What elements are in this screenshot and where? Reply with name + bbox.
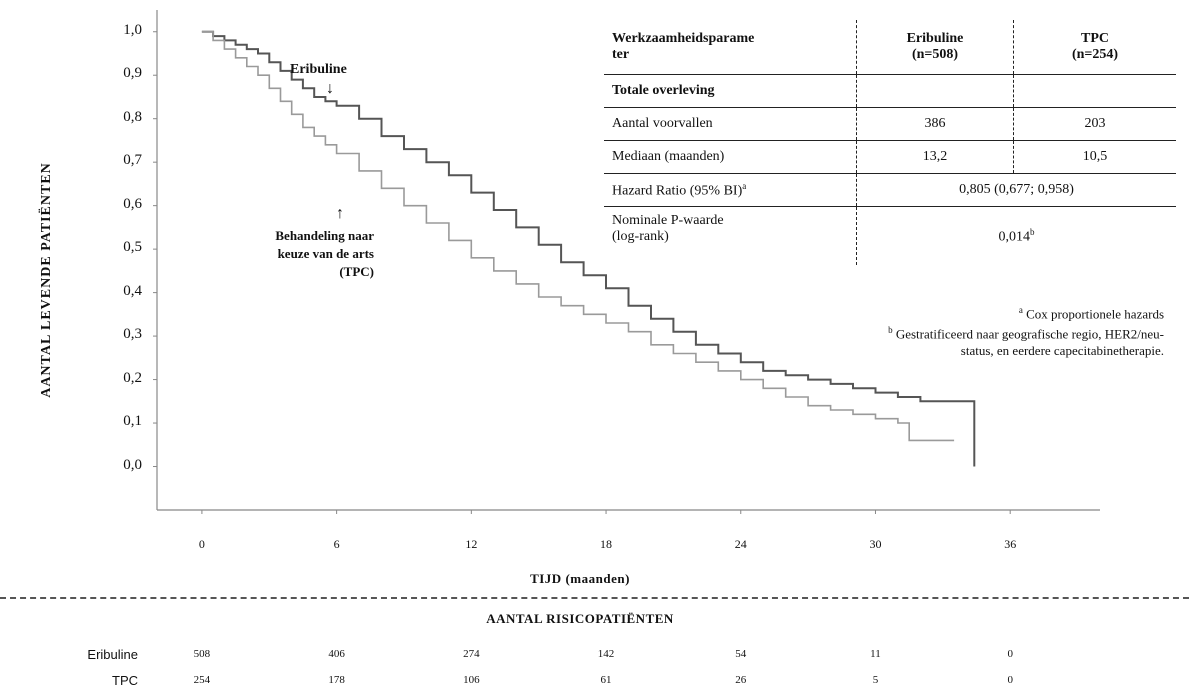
risk-count: 142 <box>597 648 615 660</box>
footnote-a-marker: a <box>1018 305 1023 315</box>
row-label: Aantal voorvallen <box>604 107 857 141</box>
header-eribuline: Eribuline (n=508) <box>856 20 1014 75</box>
x-tick-label: 30 <box>869 537 882 551</box>
risk-row-label: Eribuline <box>87 647 138 662</box>
risk-count: 11 <box>870 648 881 660</box>
tpc-annotation-line1: Behandeling naar <box>275 228 374 243</box>
y-tick-label: 0,2 <box>123 369 142 386</box>
risk-count: 54 <box>735 648 747 660</box>
footnote-b-text: Gestratificeerd naar geografische regio,… <box>892 326 1164 342</box>
survival-plot <box>153 10 1100 514</box>
pvalue-label-line1: Nominale P-waarde <box>612 213 724 228</box>
y-tick-label: 0,7 <box>123 152 142 169</box>
x-axis-label: TIJD (maanden) <box>530 571 630 586</box>
footnote-a-text: Cox proportionele hazards <box>1022 306 1164 322</box>
down-arrow-icon: ↓ <box>326 80 334 97</box>
risk-count: 508 <box>193 648 211 660</box>
tpc-annotation-line2: keuze van de arts <box>277 246 374 261</box>
header-tpc-line1: TPC <box>1081 31 1109 46</box>
up-arrow-icon: ↑ <box>336 205 344 222</box>
table-row: Mediaan (maanden) 13,2 10,5 <box>604 140 1176 174</box>
risk-count: 178 <box>328 674 345 686</box>
risk-count: 254 <box>193 674 211 686</box>
tpc-annotation-line3: (TPC) <box>339 264 374 279</box>
header-eribuline-line1: Eribuline <box>906 31 964 46</box>
footnote-b: b Gestratificeerd naar geografische regi… <box>700 322 1164 342</box>
plot-axes <box>153 10 1100 514</box>
y-tick-label: 0,5 <box>123 239 142 256</box>
y-tick-label: 0,6 <box>123 195 142 212</box>
pvalue-footnote-marker: b <box>1030 226 1035 237</box>
x-tick-label: 18 <box>600 537 613 551</box>
y-tick-label: 0,3 <box>123 326 142 343</box>
pvalue-value: 0,014b <box>856 206 1176 265</box>
risk-count: 61 <box>600 674 612 686</box>
survival-curve-tpc <box>201 30 955 442</box>
row-eribuline-value: 13,2 <box>856 140 1014 174</box>
x-tick-label: 6 <box>333 537 340 551</box>
table-footnotes: a Cox proportionele hazards b Gestratifi… <box>700 302 1164 359</box>
eribuline-annotation-label: Eribuline <box>290 62 347 77</box>
survival-curves <box>201 30 976 467</box>
x-tick-label: 36 <box>1004 537 1017 551</box>
hazard-label: Hazard Ratio (95% BI)a <box>604 173 857 207</box>
hazard-value: 0,805 (0,677; 0,958) <box>856 173 1176 207</box>
x-tick-label: 0 <box>198 537 205 551</box>
y-tick-label: 0,1 <box>123 413 142 430</box>
row-label: Mediaan (maanden) <box>604 140 857 174</box>
table-row-pvalue: Nominale P-waarde (log-rank) 0,014b <box>604 206 1176 265</box>
y-tick-label: 0,4 <box>123 282 142 299</box>
risk-count: 26 <box>735 674 747 686</box>
x-tick-label: 12 <box>465 537 478 551</box>
header-tpc-line2: (n=254) <box>1071 47 1119 62</box>
risk-count: 274 <box>463 648 480 660</box>
y-tick-label: 0,9 <box>123 65 142 82</box>
section-label: Totale overleving <box>604 74 857 108</box>
eribuline-annotation: Eribuline ↓ <box>290 62 347 98</box>
pvalue-label-line2: (log-rank) <box>612 229 669 244</box>
section-empty-1 <box>856 74 1014 108</box>
footnote-b-marker: b <box>888 325 893 336</box>
pvalue-label: Nominale P-waarde (log-rank) <box>604 206 857 265</box>
risk-count: 5 <box>872 674 879 686</box>
section-empty-2 <box>1013 74 1176 108</box>
row-tpc-value: 10,5 <box>1013 140 1176 174</box>
table-section-row: Totale overleving <box>604 74 1176 108</box>
header-parameter: Werkzaamheidsparame ter <box>604 20 857 75</box>
survival-curve-eribuline <box>201 30 976 467</box>
row-eribuline-value: 386 <box>856 107 1014 141</box>
y-axis-label: AANTAL LEVENDE PATIËNTEN <box>39 162 54 398</box>
header-eribuline-line2: (n=508) <box>911 47 959 62</box>
risk-count: 0 <box>1007 674 1013 686</box>
risk-table-title: AANTAL RISICOPATIËNTEN <box>486 611 674 626</box>
risk-count: 106 <box>463 674 480 686</box>
risk-row-label: TPC <box>112 673 138 688</box>
x-tick-label: 24 <box>734 537 747 551</box>
y-tick-label: 0,0 <box>123 456 142 473</box>
row-tpc-value: 203 <box>1013 107 1176 141</box>
hazard-label-text: Hazard Ratio (95% BI) <box>612 183 743 199</box>
y-tick-label: 0,8 <box>123 108 142 125</box>
header-tpc: TPC (n=254) <box>1013 20 1176 75</box>
hazard-footnote-marker: a <box>742 180 747 191</box>
risk-count: 406 <box>328 648 345 660</box>
header-parameter-line1: Werkzaamheidsparame <box>612 31 755 46</box>
section-divider <box>0 597 1189 599</box>
table-header-row: Werkzaamheidsparame ter Eribuline (n=508… <box>604 20 1176 75</box>
pvalue-value-text: 0,014 <box>998 229 1031 245</box>
y-tick-label: 1,0 <box>123 21 142 38</box>
header-parameter-line2: ter <box>612 47 630 62</box>
efficacy-table: Werkzaamheidsparame ter Eribuline (n=508… <box>604 20 1176 265</box>
risk-count: 0 <box>1007 648 1013 660</box>
footnote-a: a Cox proportionele hazards <box>700 302 1164 322</box>
table-row: Aantal voorvallen 386 203 <box>604 107 1176 141</box>
table-row-hazard: Hazard Ratio (95% BI)a 0,805 (0,677; 0,9… <box>604 173 1176 207</box>
tpc-annotation: ↑ Behandeling naar keuze van de arts (TP… <box>184 205 374 281</box>
footnote-b-continued: status, en eerdere capecitabinetherapie. <box>960 342 1164 358</box>
